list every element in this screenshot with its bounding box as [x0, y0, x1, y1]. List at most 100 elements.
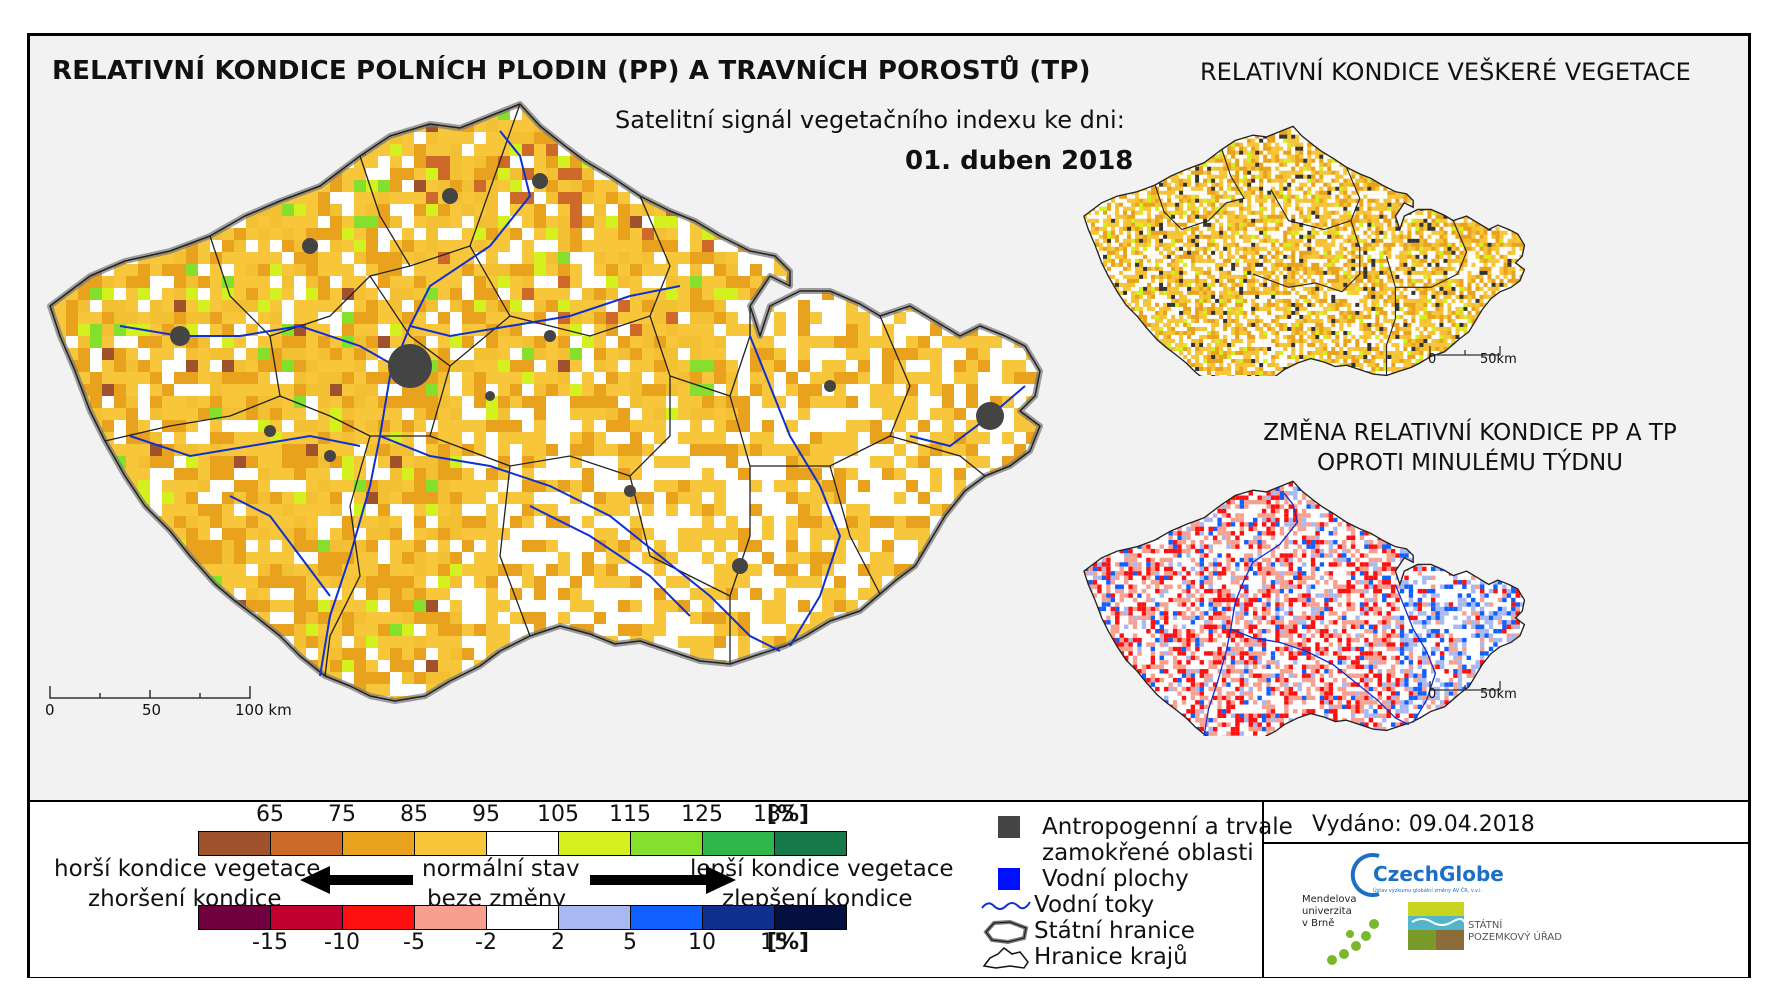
main-scale-tick-100: 100 km — [235, 701, 292, 719]
urban-area — [302, 238, 318, 254]
change_legend-tick-3: -2 — [475, 930, 497, 955]
water-swatch — [998, 868, 1020, 890]
czechglobe-logo: CzechGlobe Ústav výzkumu globální změny … — [1345, 850, 1504, 906]
change-title-line1: ZMĚNA RELATIVNÍ KONDICE PP A TP — [1263, 420, 1677, 446]
urban-area — [170, 326, 190, 346]
condition_legend-swatch-8 — [774, 831, 847, 856]
state-land-office-logo: STÁTNÍ POZEMKOVÝ ÚŘAD — [1408, 902, 1568, 962]
region-borders — [104, 103, 986, 677]
change_legend-tick-6: 10 — [688, 930, 716, 955]
legend-anthropogenic: Antropogenní a trvale zamokřené oblasti — [990, 814, 1293, 866]
direction-arrows — [300, 866, 736, 894]
change_legend-tick-4: 2 — [551, 930, 565, 955]
condition_legend-tick-0: 65 — [256, 802, 284, 827]
main-scale-bar — [49, 686, 251, 699]
change_legend-swatch-2 — [342, 905, 415, 930]
condition_legend-swatch-7 — [702, 831, 775, 856]
change_legend-swatch-3 — [414, 905, 487, 930]
change_legend-swatch-8 — [774, 905, 847, 930]
change-title-line2: OPROTI MINULÉMU TÝDNU — [1316, 450, 1624, 476]
condition_legend-swatch-2 — [342, 831, 415, 856]
change_legend-tick-7: 15 — [760, 930, 788, 955]
urban-area — [388, 344, 432, 388]
small-scale-bar-2 — [1429, 681, 1501, 691]
change-map — [1083, 480, 1526, 736]
urban-area — [624, 485, 636, 497]
mendel-university-logo: Mendelova univerzita v Brně — [1302, 894, 1392, 972]
region-border-label: Hranice krajů — [1034, 944, 1188, 970]
small-scale-tick-50: 50km — [1480, 352, 1517, 367]
legend-water-bodies: Vodní plochy — [990, 866, 1189, 892]
change_legend-swatch-0 — [198, 905, 271, 930]
change_legend-tick-2: -5 — [403, 930, 425, 955]
change_legend-tick-1: -10 — [324, 930, 360, 955]
arrow-right-icon — [590, 866, 736, 894]
worse-label-1: horší kondice vegetace — [54, 856, 321, 882]
urban-area — [324, 450, 336, 462]
small-scale-bar-1 — [1429, 346, 1501, 356]
state-border-icon — [983, 919, 1029, 945]
anthropogenic-label-2: zamokřené oblasti — [1042, 840, 1254, 866]
rivers-label: Vodní toky — [1034, 892, 1155, 918]
anthropogenic-label-1: Antropogenní a trvale — [1042, 814, 1293, 840]
condition-cells — [50, 104, 1040, 701]
legend-panel: 65 75 85 95 105 115 125 135 [%] horší kondice v… — [30, 800, 1748, 977]
condition_legend-swatch-3 — [414, 831, 487, 856]
condition-color-scale — [198, 831, 847, 856]
legend-state-border: Státní hranice — [980, 918, 1195, 946]
better-label-1: lepší kondice vegetace — [690, 856, 954, 882]
normal-label-1: normální stav — [422, 856, 580, 882]
urban-area — [442, 188, 458, 204]
arrow-left-icon — [300, 866, 413, 894]
change-map-title: ZMĚNA RELATIVNÍ KONDICE PP A TP OPROTI M… — [1210, 418, 1730, 478]
main-scale-tick-0: 0 — [45, 701, 55, 719]
legend-region-border: Hranice krajů — [980, 944, 1188, 972]
change_legend-tick-5: 5 — [623, 930, 637, 955]
issued-date: Vydáno: 09.04.2018 — [1312, 812, 1535, 837]
condition_legend-swatch-4 — [486, 831, 559, 856]
urban-area — [532, 173, 548, 189]
region-border-icon — [982, 947, 1029, 969]
small-scale2-tick-0: 0 — [1428, 687, 1437, 702]
change_legend-tick-0: -15 — [252, 930, 288, 955]
change_legend-swatch-5 — [558, 905, 631, 930]
change_legend-swatch-6 — [630, 905, 703, 930]
subtitle: Satelitní signál vegetačního indexu ke d… — [615, 106, 1125, 134]
urban-area — [976, 402, 1004, 430]
change-unit: [%] — [766, 930, 810, 955]
urban-area — [732, 558, 748, 574]
condition_legend-swatch-0 — [198, 831, 271, 856]
small-scale-tick-0: 0 — [1428, 352, 1437, 367]
change_legend-swatch-4 — [486, 905, 559, 930]
right-map-title: RELATIVNÍ KONDICE VEŠKERÉ VEGETACE — [1200, 58, 1691, 86]
urban-area — [264, 425, 276, 437]
change_legend-swatch-1 — [270, 905, 343, 930]
urban-area — [544, 330, 556, 342]
change-color-scale — [198, 905, 847, 930]
condition_legend-tick-5: 115 — [609, 802, 651, 827]
small-scale2-tick-50: 50km — [1480, 687, 1517, 702]
main-title: RELATIVNÍ KONDICE POLNÍCH PLODIN (PP) A … — [52, 56, 1091, 86]
vegetation-map — [1083, 125, 1526, 376]
anthropogenic-areas — [170, 173, 1004, 574]
urban-area — [824, 380, 836, 392]
condition_legend-tick-2: 85 — [400, 802, 428, 827]
condition-unit: [%] — [766, 802, 810, 827]
water-bodies-label: Vodní plochy — [1042, 866, 1189, 892]
state-border-label: Státní hranice — [1034, 918, 1195, 944]
condition_legend-tick-1: 75 — [328, 802, 356, 827]
river-line-icon — [981, 901, 1031, 910]
condition_legend-tick-3: 95 — [472, 802, 500, 827]
condition_legend-swatch-6 — [630, 831, 703, 856]
change_legend-swatch-7 — [702, 905, 775, 930]
urban-area — [485, 391, 495, 401]
date-label: 01. duben 2018 — [905, 146, 1134, 176]
condition_legend-tick-6: 125 — [681, 802, 723, 827]
main-scale-tick-50: 50 — [142, 701, 162, 719]
condition_legend-tick-7: 135 — [753, 802, 795, 827]
condition_legend-tick-4: 105 — [537, 802, 579, 827]
condition_legend-swatch-1 — [270, 831, 343, 856]
anthropogenic-swatch — [998, 816, 1020, 838]
condition_legend-swatch-5 — [558, 831, 631, 856]
main-map — [47, 101, 1043, 704]
